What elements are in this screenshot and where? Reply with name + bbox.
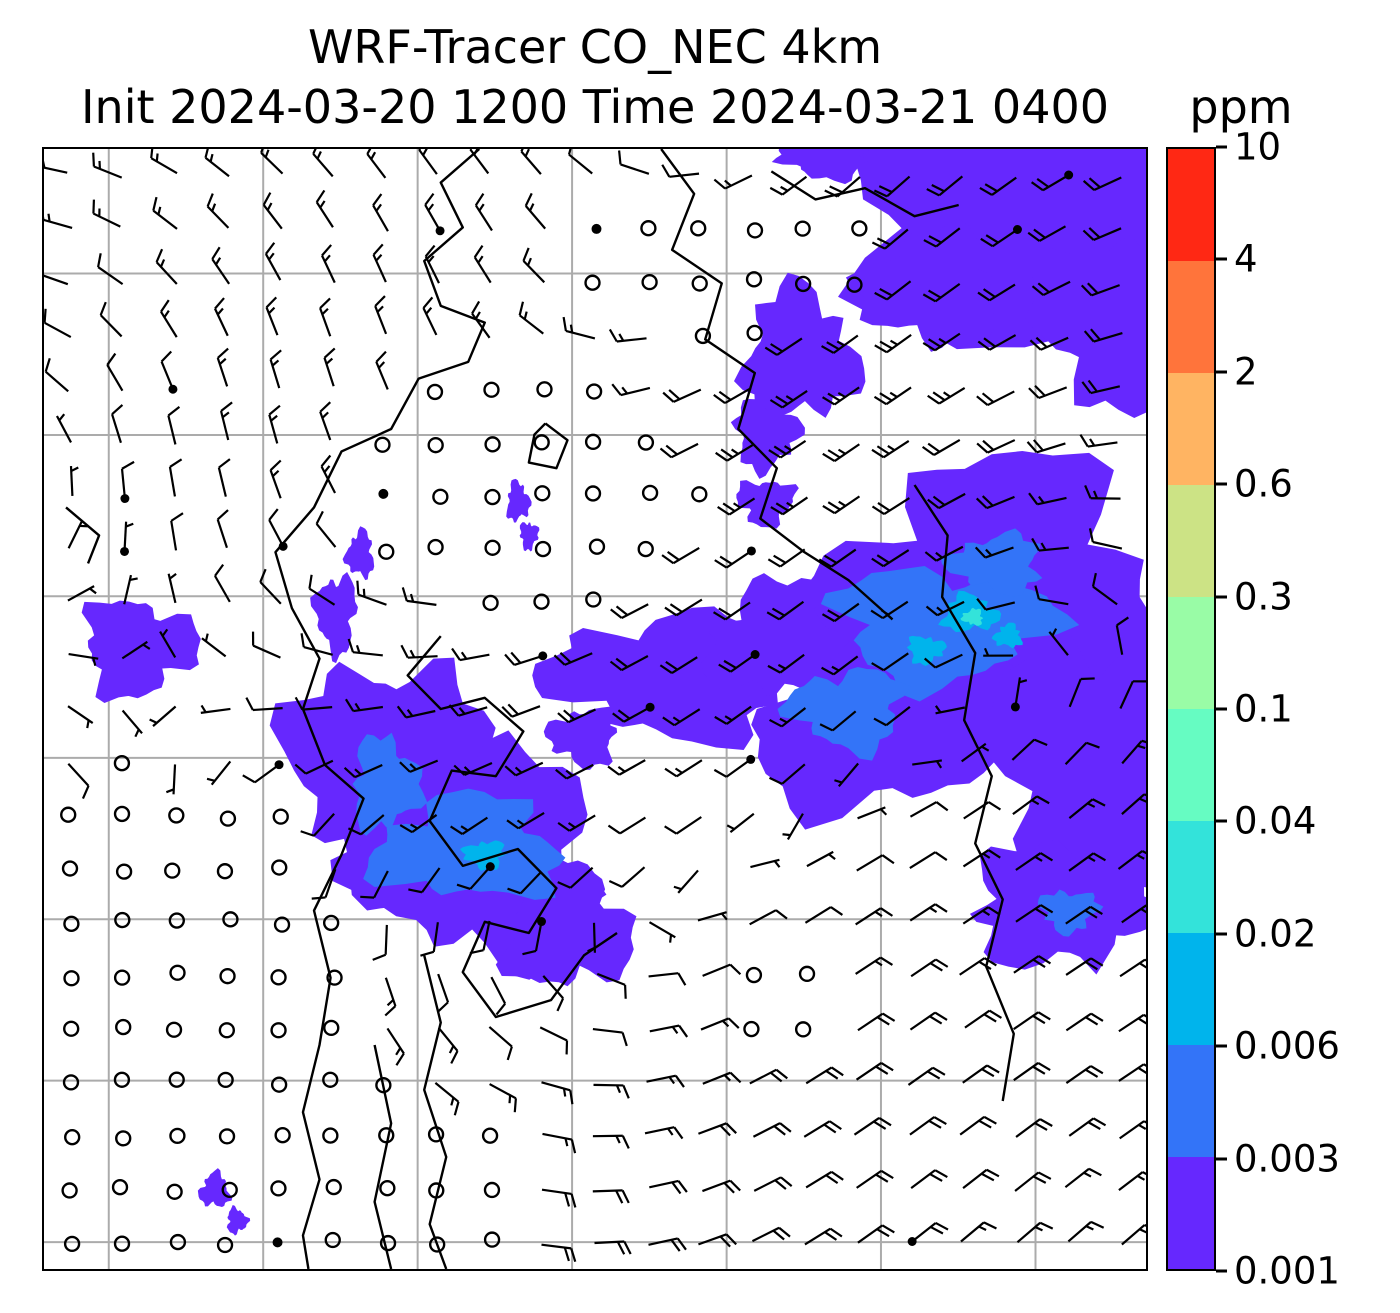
chart-title: WRF-Tracer CO_NEC 4km: [307, 20, 883, 74]
colorbar-segment: [1168, 1045, 1214, 1157]
colorbar-segment: [1168, 149, 1214, 261]
colorbar: [1166, 147, 1216, 1271]
colorbar-segment: [1168, 933, 1214, 1045]
map-plot-canvas: [44, 149, 1146, 1269]
colorbar-tick-mark: [1216, 1044, 1227, 1048]
colorbar-tick-label: 2: [1234, 350, 1258, 394]
colorbar-tick-label: 0.02: [1234, 912, 1317, 956]
colorbar-tick-label: 0.006: [1234, 1024, 1340, 1068]
colorbar-segment: [1168, 261, 1214, 373]
colorbar-tick-label: 0.3: [1234, 575, 1293, 619]
colorbar-tick-mark: [1216, 1157, 1227, 1161]
colorbar-tick-mark: [1216, 932, 1227, 936]
colorbar-tick-label: 4: [1234, 237, 1258, 281]
colorbar-tick-label: 0.04: [1234, 799, 1317, 843]
chart-subtitle: Init 2024-03-20 1200 Time 2024-03-21 040…: [80, 80, 1109, 134]
colorbar-tick-mark: [1216, 257, 1227, 261]
colorbar-tick-mark: [1216, 370, 1227, 374]
colorbar-ticks: 0.001 0.003 0.006 0.02 0.04 0.1 0.3 0.6 2 4 10: [1216, 126, 1400, 1293]
colorbar-segment: [1168, 373, 1214, 485]
map-plot: [42, 147, 1148, 1271]
colorbar-tick-label: 0.1: [1234, 687, 1293, 731]
colorbar-segment: [1168, 709, 1214, 821]
colorbar-tick-label: 0.6: [1234, 462, 1293, 506]
colorbar-tick-label: 0.001: [1234, 1249, 1340, 1293]
colorbar-segment: [1168, 597, 1214, 709]
colorbar-tick-mark: [1216, 595, 1227, 599]
colorbar-tick-mark: [1216, 819, 1227, 823]
colorbar-tick-mark: [1216, 145, 1227, 149]
colorbar-tick-mark: [1216, 482, 1227, 486]
colorbar-segment: [1168, 821, 1214, 933]
colorbar-segment: [1168, 1157, 1214, 1269]
colorbar-units-label: ppm: [1189, 80, 1293, 134]
colorbar-segment: [1168, 485, 1214, 597]
colorbar-tick-mark: [1216, 707, 1227, 711]
colorbar-tick-mark: [1216, 1269, 1227, 1273]
colorbar-tick-label: 0.003: [1234, 1137, 1340, 1181]
